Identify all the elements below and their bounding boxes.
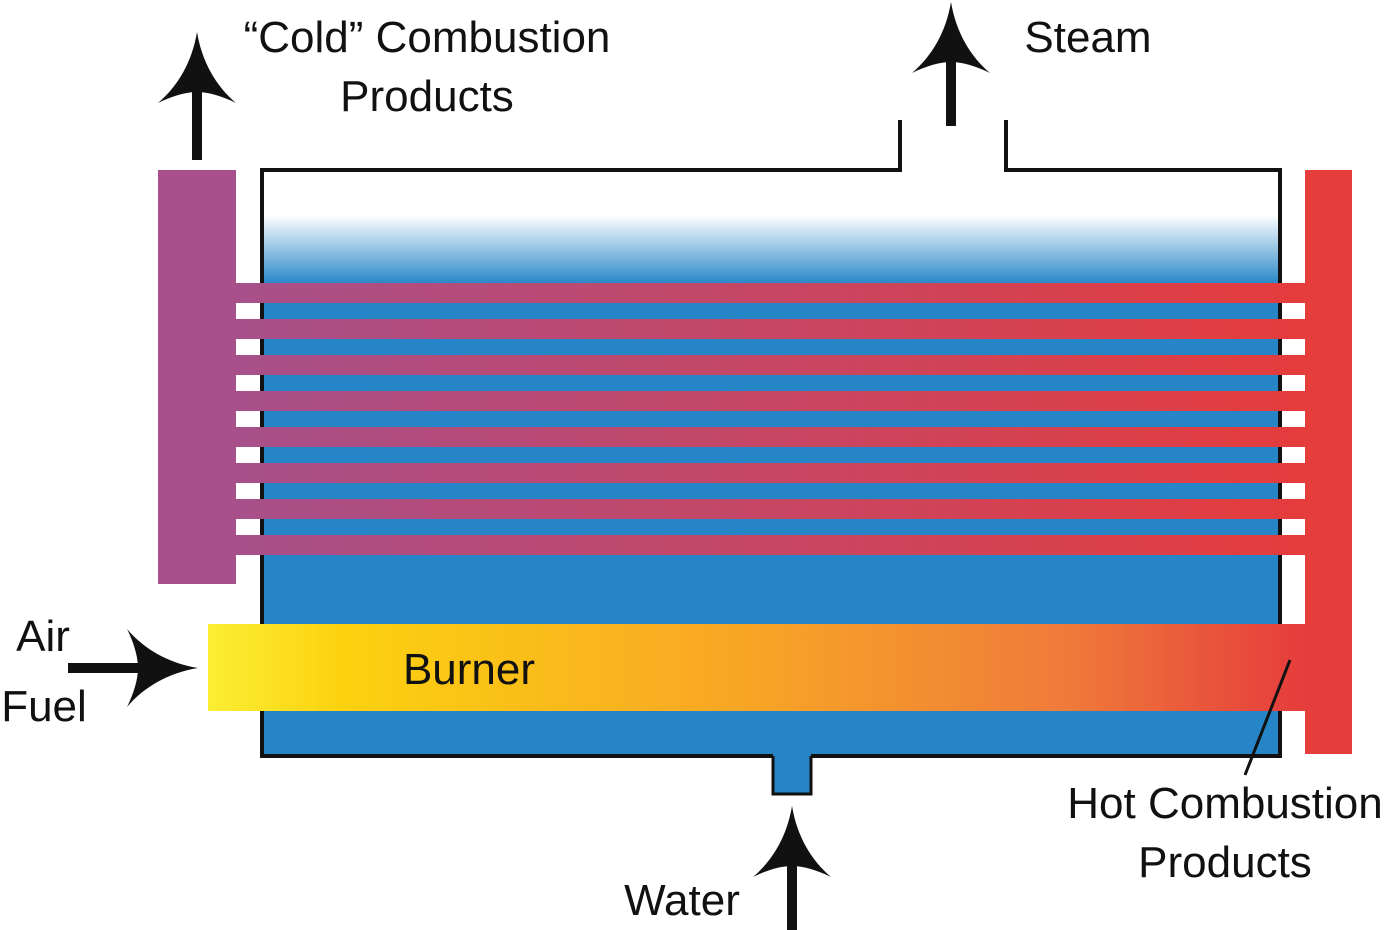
fire-tube bbox=[236, 499, 1306, 519]
fuel-label: Fuel bbox=[1, 682, 87, 731]
fire-tube bbox=[236, 463, 1306, 483]
fire-tube bbox=[236, 535, 1306, 555]
fire-tube bbox=[236, 391, 1306, 411]
water-arrow bbox=[753, 806, 831, 930]
air-fuel-arrow bbox=[68, 629, 198, 707]
air-label: Air bbox=[16, 612, 70, 661]
fire-tube bbox=[236, 427, 1306, 447]
fire-tube bbox=[236, 283, 1306, 303]
burner-label: Burner bbox=[403, 645, 535, 694]
hot-products-label-line2: Products bbox=[1138, 838, 1312, 887]
burner bbox=[208, 624, 1305, 711]
cold-products-label-line1: “Cold” Combustion bbox=[244, 13, 611, 62]
fire-tube bbox=[236, 355, 1306, 375]
hot-products-leader-line bbox=[1243, 659, 1292, 776]
water-inlet-pipe bbox=[773, 754, 811, 794]
cold-products-header bbox=[158, 170, 236, 584]
tank-outline bbox=[260, 120, 1282, 758]
hot-products-label-line1: Hot Combustion bbox=[1067, 779, 1382, 828]
water-inlet-pipe-outline bbox=[771, 756, 813, 796]
steam-label: Steam bbox=[1024, 13, 1151, 62]
cold-products-label-line2: Products bbox=[340, 72, 514, 121]
steam-arrow bbox=[912, 2, 990, 126]
cold-products-arrow bbox=[158, 32, 236, 160]
water-label: Water bbox=[624, 876, 740, 925]
hot-products-header bbox=[1305, 170, 1352, 754]
fire-tube bbox=[236, 319, 1306, 339]
fire-tubes bbox=[236, 283, 1306, 555]
water-surface-gradient bbox=[262, 215, 1280, 285]
